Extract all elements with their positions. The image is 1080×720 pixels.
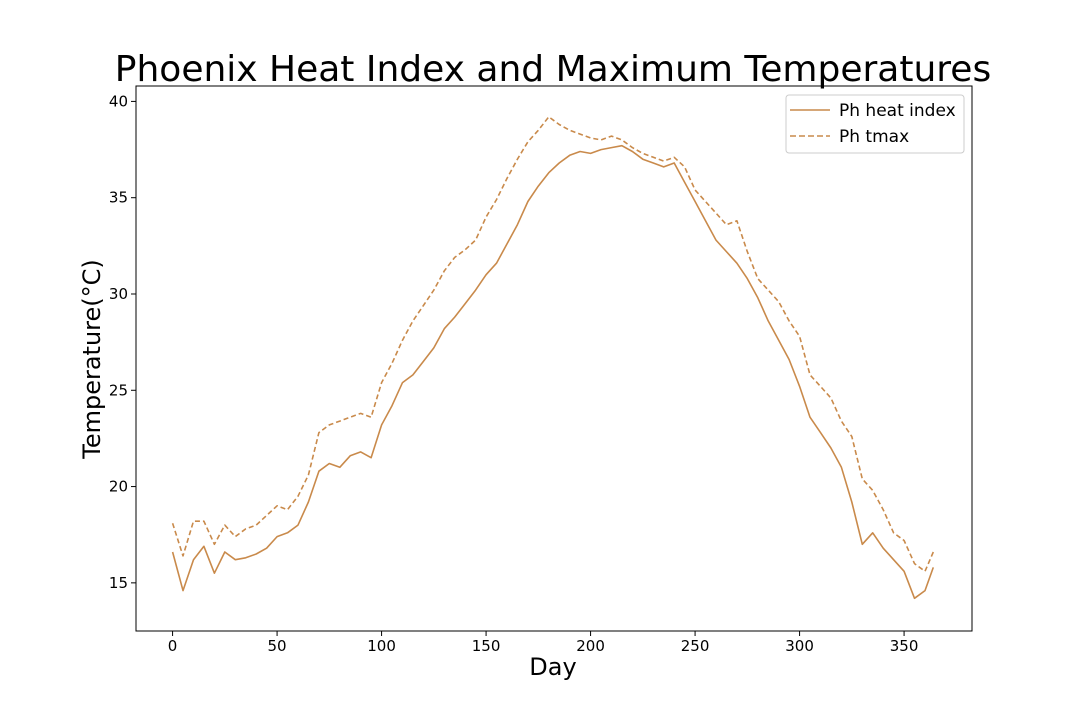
x-tick-label: 250	[681, 637, 710, 655]
plot-area-frame	[135, 85, 973, 632]
series-layer	[171, 116, 935, 600]
x-tick-label: 150	[472, 637, 501, 655]
legend: Ph heat index Ph tmax	[785, 94, 965, 154]
x-tick-label: 200	[576, 637, 605, 655]
y-tick-label: 15	[109, 574, 128, 592]
x-tick-label: 300	[785, 637, 814, 655]
y-tick-label: 30	[109, 285, 128, 303]
legend-box	[785, 94, 965, 154]
y-tick-label: 35	[109, 189, 128, 207]
y-tick-label: 20	[109, 478, 128, 496]
x-axis-label: Day	[529, 653, 576, 681]
x-tick-label: 100	[367, 637, 396, 655]
legend-label-heat-index: Ph heat index	[839, 101, 956, 121]
y-tick-label: 25	[109, 381, 128, 399]
y-axis-label: Temperature(°C)	[78, 259, 106, 460]
legend-label-tmax: Ph tmax	[839, 127, 909, 147]
x-tick-label: 50	[268, 637, 287, 655]
x-tick-label: 350	[890, 637, 919, 655]
series-line-heat-index	[171, 144, 935, 600]
x-tick-label: 0	[168, 637, 178, 655]
x-axis: 0 50 100 150 200 250 300 350	[168, 631, 919, 655]
y-axis: 15 20 25 30 35 40	[109, 92, 136, 592]
chart-title: Phoenix Heat Index and Maximum Temperatu…	[115, 49, 991, 90]
y-tick-label: 40	[109, 92, 128, 110]
series-line-tmax	[171, 116, 935, 573]
